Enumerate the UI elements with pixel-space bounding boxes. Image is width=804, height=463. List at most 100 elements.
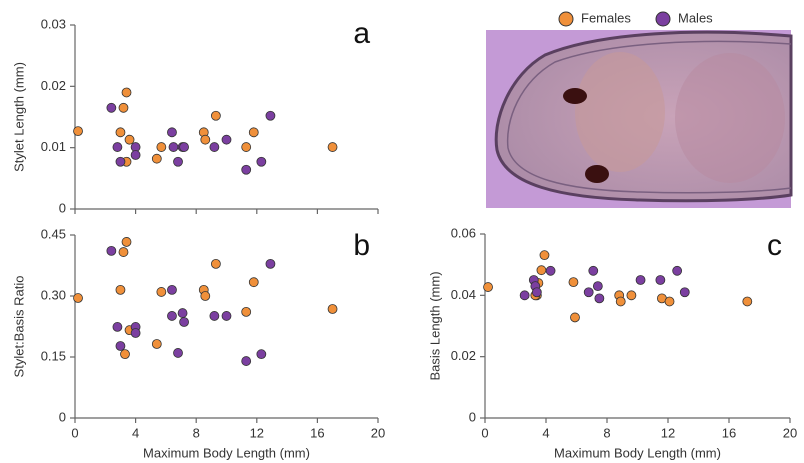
point	[265, 258, 276, 269]
legend: Females Males	[558, 10, 713, 27]
point	[241, 142, 252, 152]
point	[115, 156, 126, 167]
point	[115, 127, 126, 138]
point	[106, 102, 117, 113]
x-tick-label: 20	[371, 425, 385, 440]
point	[179, 142, 189, 152]
point	[679, 287, 690, 298]
point	[121, 87, 132, 98]
point	[200, 291, 211, 301]
point	[570, 312, 580, 323]
point	[130, 328, 141, 338]
point	[124, 134, 135, 145]
point	[615, 296, 626, 307]
point	[120, 349, 130, 360]
point	[156, 287, 167, 297]
point	[655, 275, 666, 285]
point	[588, 265, 599, 276]
point	[118, 247, 129, 257]
x-tick-label: 12	[250, 425, 264, 440]
y-tick-label: 0.01	[41, 139, 66, 154]
point	[151, 339, 162, 349]
point	[531, 287, 542, 298]
y-tick-label: 0.30	[41, 287, 66, 302]
point	[592, 281, 603, 292]
x-tick-label: 8	[603, 425, 610, 440]
x-tick-label: 16	[722, 425, 736, 440]
point	[241, 306, 252, 317]
x-tick-label: 12	[661, 425, 675, 440]
point	[672, 265, 683, 276]
y-tick-label: 0.04	[451, 287, 476, 302]
point	[221, 311, 232, 321]
y-tick-label: 0.15	[41, 348, 66, 363]
x-tick-label: 16	[310, 425, 324, 440]
x-tick-label: 8	[193, 425, 200, 440]
y-tick-label: 0	[59, 200, 66, 215]
panel-letter: b	[353, 229, 370, 262]
point	[200, 134, 211, 145]
x-tick-label: 0	[481, 425, 488, 440]
point	[167, 284, 177, 295]
panel-letter: a	[353, 17, 370, 50]
point	[221, 134, 232, 145]
point	[519, 290, 530, 301]
point	[177, 308, 188, 318]
y-tick-label: 0.45	[41, 226, 66, 241]
y-tick-label: 0	[469, 409, 476, 424]
point	[112, 322, 123, 332]
x-tick-label: 4	[132, 425, 139, 440]
point	[209, 142, 220, 152]
x-tick-label: 20	[783, 425, 797, 440]
point	[115, 341, 126, 351]
x-tick-label: 0	[71, 425, 78, 440]
point	[327, 304, 338, 314]
legend-label: Males	[678, 10, 713, 25]
point	[594, 293, 605, 304]
x-axis-label: Maximum Body Length (mm)	[554, 445, 721, 460]
y-axis-label: Basis Length (mm)	[427, 271, 442, 380]
point	[256, 349, 267, 360]
point	[156, 142, 167, 152]
panel-letter: c	[767, 229, 782, 262]
y-tick-label: 0.06	[451, 225, 476, 240]
point	[265, 110, 276, 121]
point	[210, 258, 221, 269]
x-axis-label: Maximum Body Length (mm)	[143, 445, 310, 460]
point	[536, 265, 547, 276]
point	[209, 311, 220, 321]
point	[106, 245, 117, 256]
point	[539, 250, 550, 261]
point	[568, 277, 579, 288]
point	[248, 127, 259, 138]
point	[483, 282, 493, 292]
point	[168, 142, 179, 152]
point	[167, 311, 177, 321]
x-tick-label: 4	[542, 425, 549, 440]
point	[118, 102, 129, 113]
y-axis-label: Stylet Length (mm)	[11, 62, 26, 172]
y-tick-label: 0.02	[41, 78, 66, 93]
legend-marker	[558, 11, 574, 27]
point	[173, 156, 183, 167]
legend-marker	[655, 11, 671, 27]
point	[73, 126, 83, 137]
point	[545, 265, 556, 276]
point	[742, 296, 753, 307]
legend-label: Females	[581, 10, 631, 25]
point	[173, 348, 183, 358]
y-tick-label: 0	[59, 409, 66, 424]
point	[112, 142, 123, 152]
point	[248, 277, 259, 288]
point	[664, 296, 675, 307]
point	[241, 356, 252, 366]
point	[626, 290, 637, 301]
point	[210, 110, 221, 121]
point	[130, 150, 141, 160]
y-axis-label: Stylet:Basis Ratio	[11, 276, 26, 378]
point	[121, 237, 132, 247]
point	[241, 164, 252, 175]
point	[327, 142, 338, 152]
